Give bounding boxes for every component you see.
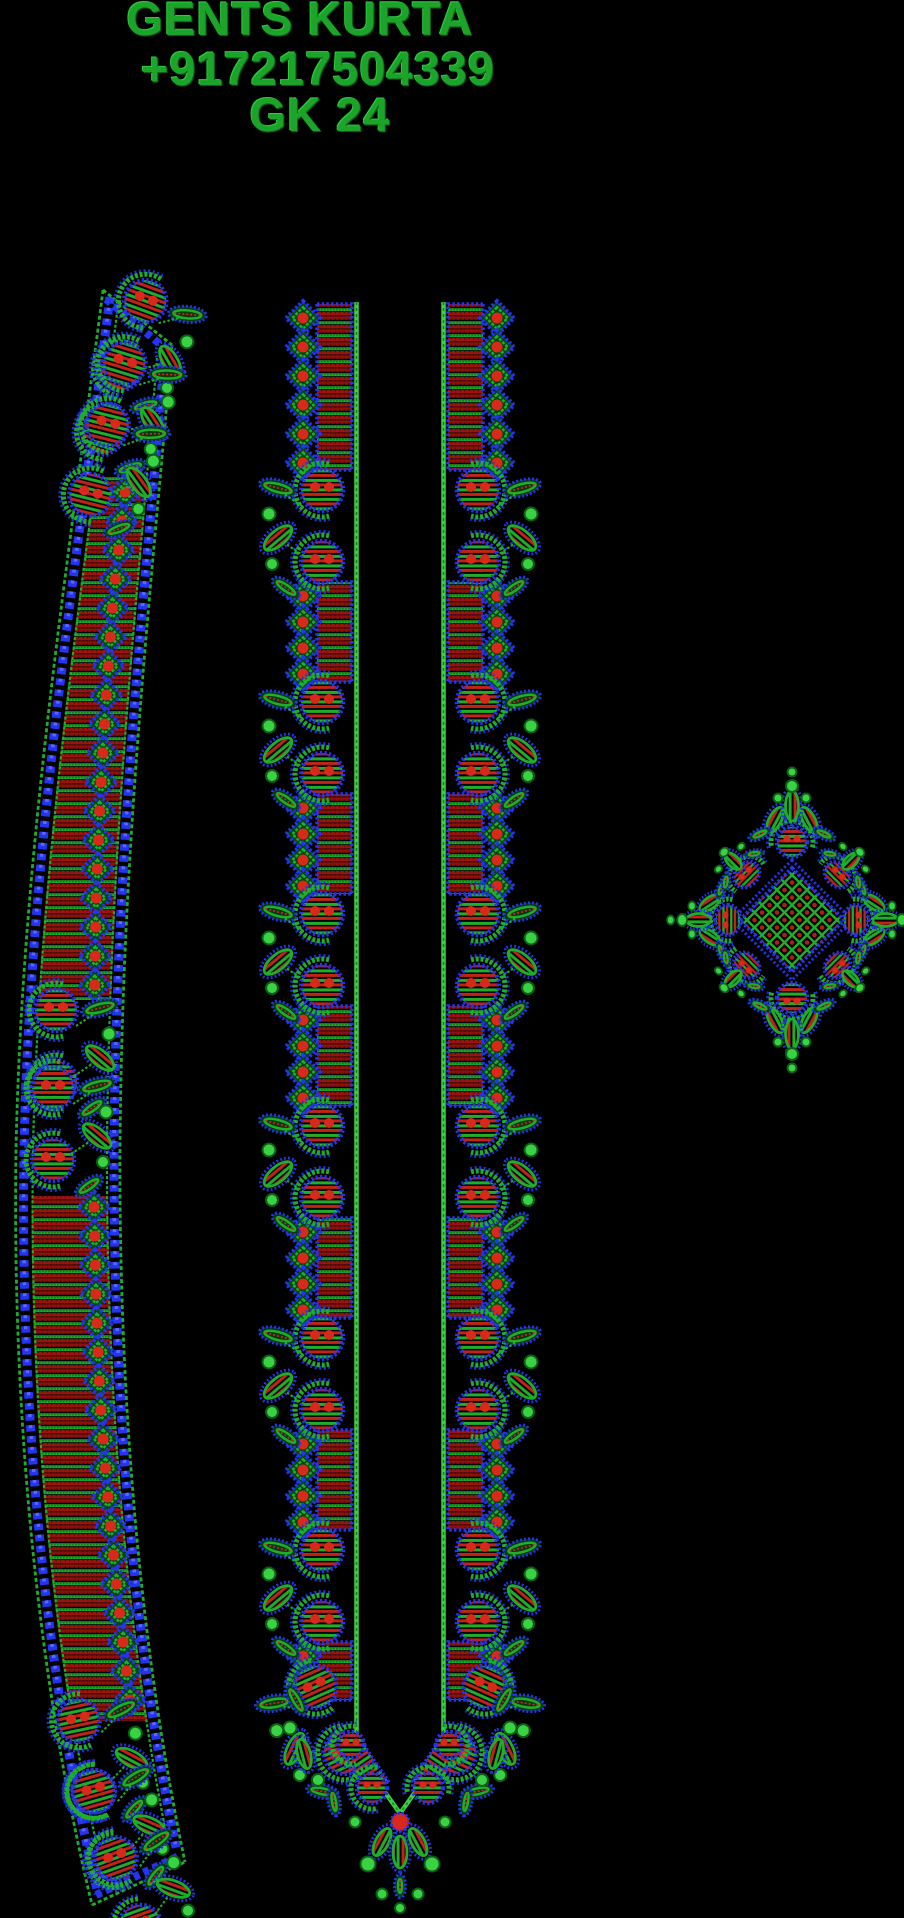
neckline-panel <box>254 298 546 1914</box>
phone-number: +917217504339 <box>140 42 496 95</box>
design-code: GK 24 <box>249 88 391 141</box>
design-title: GENTS KURTA <box>126 0 474 45</box>
left-border-strip <box>12 269 208 1918</box>
diamond-buti-motif <box>666 766 904 1074</box>
